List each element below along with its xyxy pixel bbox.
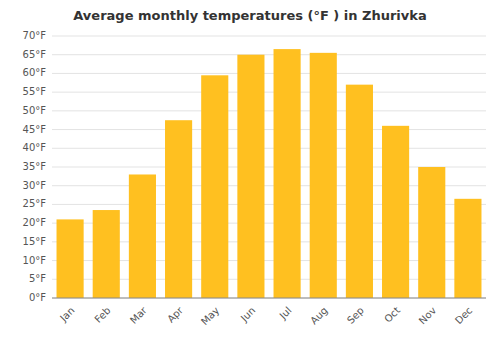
bar [237,55,264,298]
x-tick-label: Nov [417,305,439,327]
y-tick-label: 70°F [23,30,47,41]
grid-line [52,129,486,130]
y-tick-label: 65°F [23,49,47,60]
y-tick-label: 45°F [23,124,47,135]
bar [454,199,481,298]
x-tick-label: Jan [57,305,76,324]
grid [52,36,486,298]
y-axis: 0°F 5°F 10°F 15°F 20°F 25°F 30°F 35°F 40°F 45°F 50… [23,30,47,303]
grid-line [52,54,486,55]
chart-container: 0°F 5°F 10°F 15°F 20°F 25°F 30°F 35°F 40°F 45°F 50… [0,0,500,350]
x-tick-label: May [199,305,221,327]
x-tick-label: Jun [238,305,258,325]
bar [310,53,337,298]
x-tick-label: Jul [277,305,294,322]
bar [57,219,84,298]
y-tick-label: 0°F [29,292,46,303]
x-tick-label: Aug [308,305,330,327]
grid-line [52,110,486,111]
grid-line [52,92,486,93]
x-tick-label: Dec [453,305,474,326]
grid-line [52,73,486,74]
y-tick-label: 10°F [23,255,47,266]
y-tick-label: 20°F [23,217,47,228]
bar [201,75,228,298]
bar [274,49,301,298]
title: Average monthly temperatures (°F ) in Zh… [73,8,426,23]
bars [57,49,482,298]
grid-line [52,298,486,299]
y-tick-label: 50°F [23,105,47,116]
bar [93,210,120,298]
bar [165,120,192,298]
y-tick-label: 5°F [29,273,46,284]
x-axis: Jan Feb Mar Apr May Jun Jul Aug Sep Oct Nov Dec [52,298,486,327]
bar [129,174,156,298]
y-tick-label: 30°F [23,180,47,191]
y-tick-label: 25°F [23,198,47,209]
y-tick-label: 60°F [23,67,47,78]
bar [346,85,373,298]
x-tick-label: Feb [92,305,112,325]
bar [418,167,445,298]
y-tick-label: 35°F [23,161,47,172]
x-tick-label: Apr [165,304,186,325]
y-tick-label: 15°F [23,236,47,247]
chart: 0°F 5°F 10°F 15°F 20°F 25°F 30°F 35°F 40°F 45°F 50… [0,0,500,350]
x-tick-label: Oct [382,305,402,325]
x-tick-label: Mar [128,304,150,326]
y-tick-label: 55°F [23,86,47,97]
grid-line [52,148,486,149]
bar [382,126,409,298]
x-axis-line [52,298,486,299]
y-tick-label: 40°F [23,142,47,153]
x-tick-label: Sep [345,305,366,326]
grid-line [52,36,486,37]
